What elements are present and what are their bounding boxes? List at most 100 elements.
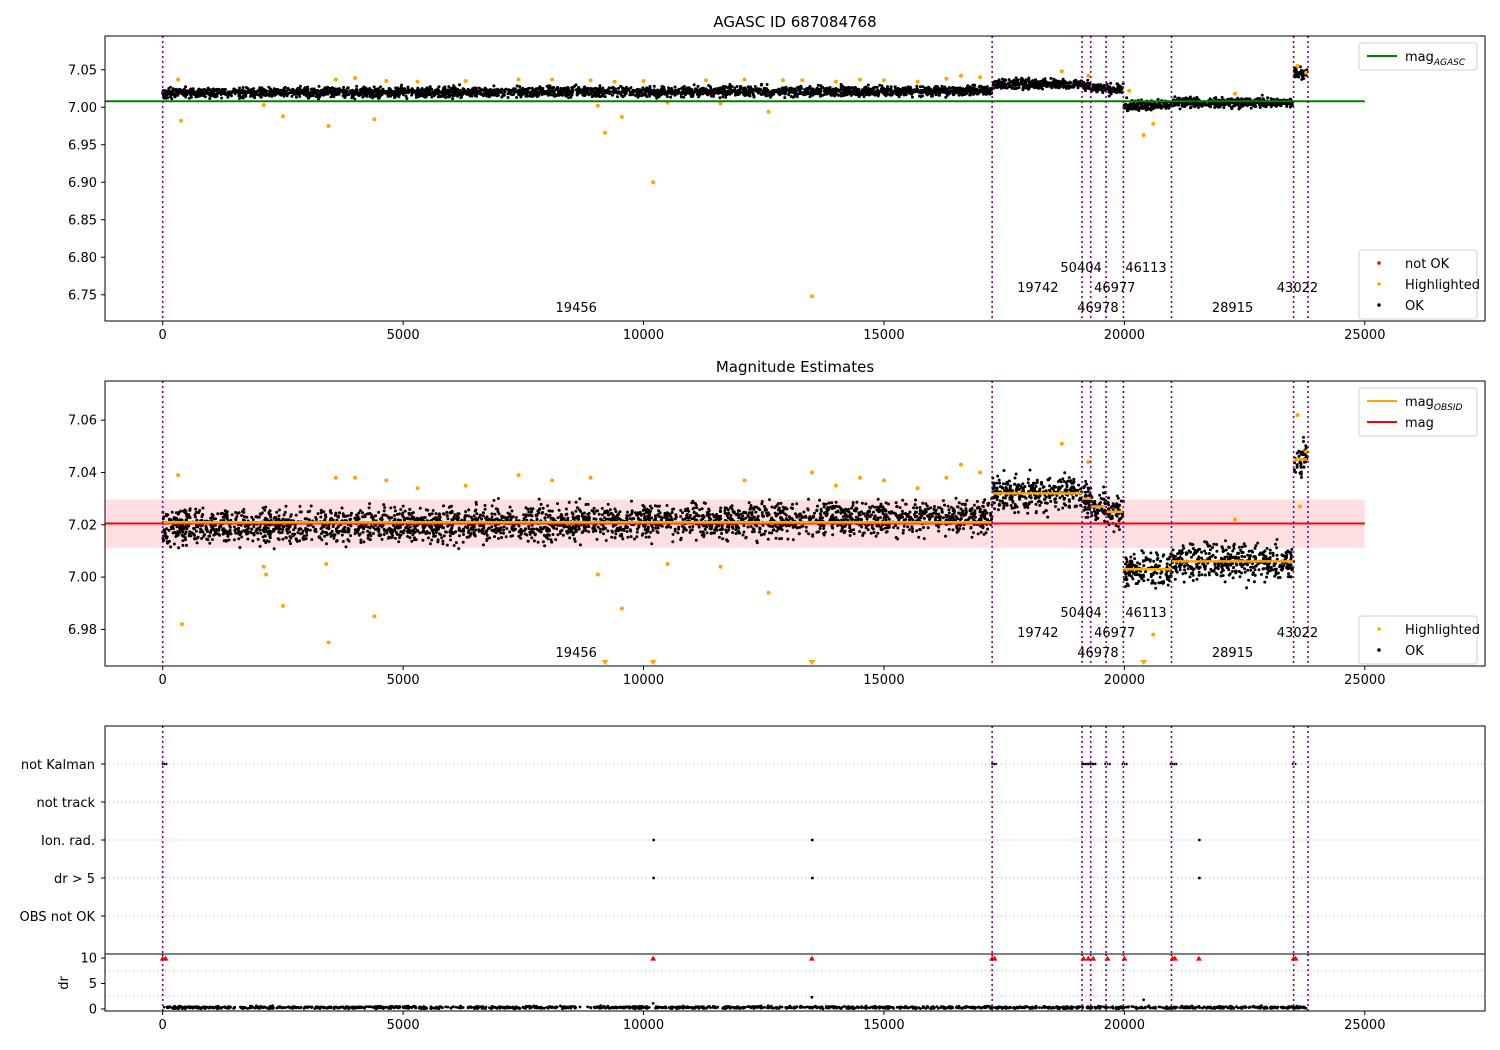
- highlighted-point: [800, 78, 805, 83]
- ok-point: [508, 505, 512, 509]
- ok-point: [624, 92, 628, 95]
- ok-point: [276, 88, 280, 91]
- ok-point: [571, 86, 575, 90]
- ok-point: [1030, 80, 1034, 84]
- obsid-label: 50404: [1060, 261, 1101, 276]
- ok-point: [379, 89, 383, 93]
- obsid-label: 43022: [1277, 281, 1318, 296]
- ok-point: [389, 88, 393, 92]
- ok-point: [629, 517, 632, 521]
- ok-point: [1101, 85, 1105, 88]
- ok-point: [407, 90, 411, 94]
- ok-point: [611, 93, 614, 97]
- ok-point: [1026, 87, 1030, 91]
- highlighted-point: [463, 79, 468, 83]
- ok-point: [776, 89, 780, 92]
- estimates-plot-area: [105, 381, 1365, 666]
- ok-point: [336, 90, 340, 94]
- ok-point: [793, 94, 797, 98]
- ok-point: [377, 510, 381, 514]
- ok-point: [370, 92, 374, 96]
- ok-point: [219, 512, 223, 516]
- ok-point: [1010, 84, 1014, 88]
- legend-label: OK: [1405, 299, 1424, 314]
- ok-point: [951, 528, 955, 532]
- ok-point: [701, 92, 705, 96]
- ok-point: [684, 89, 687, 93]
- highlighted-point: [780, 78, 785, 83]
- ok-point: [296, 89, 300, 93]
- ok-point: [500, 87, 504, 91]
- ok-point: [449, 87, 453, 91]
- ok-point: [566, 87, 570, 90]
- ok-point: [307, 95, 311, 99]
- ok-point: [392, 90, 396, 94]
- ok-point: [1041, 80, 1045, 84]
- ok-point: [898, 506, 902, 510]
- ok-point: [551, 533, 555, 536]
- ok-point: [612, 91, 616, 95]
- ok-point: [229, 94, 233, 98]
- ok-point: [1234, 102, 1238, 106]
- ok-point: [362, 94, 366, 98]
- ok-point: [416, 86, 420, 90]
- ok-point: [368, 502, 372, 506]
- ok-point: [1076, 86, 1080, 90]
- ok-point: [995, 80, 999, 84]
- ok-point: [570, 93, 574, 97]
- obsid-label: 46977: [1094, 281, 1135, 296]
- ok-point: [611, 86, 615, 90]
- ok-point: [1044, 83, 1048, 87]
- agasc-axes-frame: [104, 35, 1486, 322]
- ok-point: [786, 537, 790, 541]
- ok-point: [748, 92, 752, 96]
- highlighted-point: [612, 79, 617, 84]
- ok-point: [742, 524, 746, 528]
- ok-point: [1092, 85, 1096, 89]
- ok-point: [415, 92, 419, 96]
- ok-point: [1222, 103, 1226, 107]
- ok-point: [447, 91, 451, 95]
- ok-point: [1192, 104, 1196, 107]
- ok-point: [1173, 95, 1177, 99]
- ok-point: [1145, 108, 1149, 111]
- ok-point: [968, 92, 972, 96]
- ok-point: [530, 86, 534, 90]
- ok-point: [850, 89, 854, 93]
- ok-point: [1294, 71, 1298, 75]
- ok-point: [231, 89, 235, 93]
- ok-point: [839, 82, 843, 86]
- ok-point: [357, 94, 361, 97]
- ok-point: [871, 89, 875, 93]
- ok-point: [437, 85, 441, 89]
- ok-point: [652, 84, 656, 88]
- ok-point: [918, 89, 922, 93]
- ok-point: [258, 544, 262, 548]
- ok-point: [163, 89, 167, 93]
- ok-point: [759, 92, 763, 96]
- ok-point: [968, 85, 972, 89]
- ok-point: [412, 90, 415, 94]
- ok-point: [770, 505, 774, 509]
- ok-point: [458, 83, 461, 87]
- ok-point: [367, 88, 371, 91]
- ok-point: [260, 89, 264, 93]
- ok-point: [706, 89, 710, 93]
- ok-point: [823, 89, 826, 92]
- ok-point: [709, 94, 713, 98]
- ok-point: [469, 93, 473, 97]
- ok-point: [725, 92, 728, 96]
- ok-point: [822, 93, 826, 97]
- ok-point: [912, 88, 916, 92]
- ok-point: [318, 90, 322, 94]
- ok-point: [868, 88, 872, 92]
- ok-point: [1107, 88, 1111, 92]
- ok-point: [1084, 82, 1088, 86]
- ok-point: [1249, 103, 1253, 107]
- ok-point: [428, 85, 432, 89]
- ok-point: [541, 540, 545, 544]
- ok-point: [1064, 87, 1068, 90]
- ok-point: [873, 93, 877, 97]
- ok-point: [822, 505, 826, 509]
